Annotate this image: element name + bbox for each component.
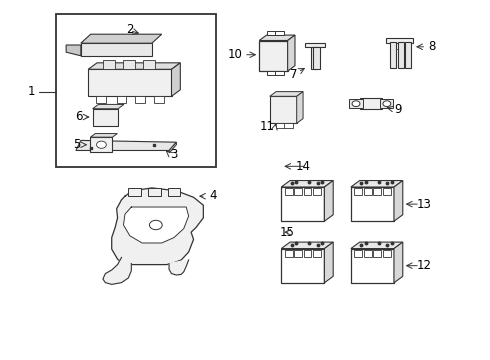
Text: 13: 13 bbox=[416, 198, 431, 211]
Text: 14: 14 bbox=[295, 160, 310, 173]
Bar bbox=[373, 189, 381, 195]
Circle shape bbox=[97, 141, 106, 148]
Bar bbox=[88, 69, 172, 96]
Bar bbox=[128, 188, 141, 196]
Bar bbox=[405, 42, 411, 68]
Text: 10: 10 bbox=[228, 48, 243, 61]
Bar bbox=[305, 43, 325, 47]
Bar bbox=[281, 248, 324, 283]
Bar bbox=[398, 42, 404, 68]
Bar bbox=[281, 187, 324, 221]
Bar bbox=[93, 109, 118, 126]
Circle shape bbox=[149, 220, 162, 230]
Bar bbox=[351, 248, 394, 283]
Polygon shape bbox=[394, 180, 403, 221]
Polygon shape bbox=[103, 257, 131, 284]
Bar bbox=[270, 96, 297, 123]
Bar bbox=[380, 99, 393, 108]
Bar bbox=[154, 96, 164, 103]
Polygon shape bbox=[76, 140, 176, 150]
Bar bbox=[354, 250, 362, 256]
Bar bbox=[354, 189, 362, 195]
Text: 11: 11 bbox=[260, 120, 275, 133]
Bar bbox=[56, 14, 216, 167]
Bar bbox=[90, 137, 113, 152]
Polygon shape bbox=[112, 188, 203, 265]
Text: 1: 1 bbox=[28, 85, 36, 98]
Polygon shape bbox=[259, 35, 295, 40]
Bar bbox=[148, 188, 161, 196]
Polygon shape bbox=[281, 180, 333, 187]
Bar bbox=[364, 189, 371, 195]
Text: 7: 7 bbox=[290, 68, 298, 81]
Bar bbox=[294, 250, 302, 256]
Bar bbox=[383, 189, 391, 195]
Polygon shape bbox=[93, 104, 124, 109]
Polygon shape bbox=[324, 242, 333, 283]
Bar bbox=[304, 189, 312, 195]
Polygon shape bbox=[351, 242, 403, 248]
Polygon shape bbox=[270, 91, 303, 96]
Polygon shape bbox=[296, 91, 303, 123]
Bar bbox=[275, 71, 284, 75]
Bar bbox=[284, 123, 293, 128]
Polygon shape bbox=[169, 142, 176, 153]
Bar bbox=[117, 96, 126, 103]
Bar bbox=[276, 123, 285, 128]
Bar bbox=[259, 41, 288, 71]
Text: 12: 12 bbox=[416, 259, 431, 272]
Text: 9: 9 bbox=[394, 103, 402, 116]
Polygon shape bbox=[169, 260, 189, 275]
Polygon shape bbox=[88, 63, 180, 69]
Bar bbox=[103, 60, 116, 69]
Bar bbox=[304, 250, 312, 256]
Circle shape bbox=[383, 101, 391, 107]
Bar bbox=[383, 250, 391, 256]
Bar bbox=[285, 250, 293, 256]
Bar bbox=[349, 99, 363, 108]
Text: 8: 8 bbox=[428, 40, 435, 53]
Bar bbox=[285, 189, 293, 195]
Text: 3: 3 bbox=[170, 148, 178, 161]
Text: 5: 5 bbox=[74, 138, 81, 151]
Bar bbox=[96, 96, 106, 103]
Polygon shape bbox=[66, 45, 81, 56]
Bar bbox=[143, 60, 155, 69]
Bar bbox=[294, 189, 302, 195]
Polygon shape bbox=[123, 207, 189, 243]
Text: 15: 15 bbox=[279, 226, 294, 239]
Bar bbox=[313, 47, 319, 69]
Polygon shape bbox=[281, 242, 333, 248]
Polygon shape bbox=[81, 43, 152, 56]
Bar bbox=[361, 98, 382, 109]
Bar bbox=[313, 189, 321, 195]
Polygon shape bbox=[90, 134, 118, 137]
Bar bbox=[267, 71, 276, 75]
Polygon shape bbox=[81, 34, 162, 43]
Text: 4: 4 bbox=[210, 189, 217, 202]
Bar bbox=[364, 250, 371, 256]
Bar bbox=[373, 250, 381, 256]
Bar bbox=[135, 96, 145, 103]
Bar bbox=[267, 31, 276, 35]
Bar bbox=[168, 188, 180, 196]
Bar bbox=[123, 60, 135, 69]
Bar bbox=[351, 187, 394, 221]
Bar bbox=[275, 31, 284, 35]
Polygon shape bbox=[394, 242, 403, 283]
Bar bbox=[386, 37, 413, 43]
Text: 6: 6 bbox=[75, 111, 82, 123]
Polygon shape bbox=[172, 63, 180, 96]
Circle shape bbox=[352, 101, 360, 107]
Bar bbox=[313, 250, 321, 256]
Polygon shape bbox=[324, 180, 333, 221]
Bar bbox=[391, 42, 396, 68]
Polygon shape bbox=[288, 35, 295, 71]
Text: 2: 2 bbox=[126, 23, 134, 36]
Polygon shape bbox=[351, 180, 403, 187]
Bar bbox=[311, 47, 317, 69]
